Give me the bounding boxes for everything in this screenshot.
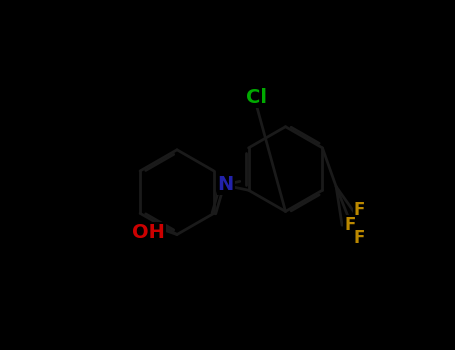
Text: N: N bbox=[217, 175, 234, 194]
Text: F: F bbox=[354, 201, 365, 219]
Text: OH: OH bbox=[132, 223, 165, 243]
Text: Cl: Cl bbox=[246, 88, 268, 107]
Text: F: F bbox=[354, 229, 365, 247]
Text: F: F bbox=[344, 216, 355, 234]
